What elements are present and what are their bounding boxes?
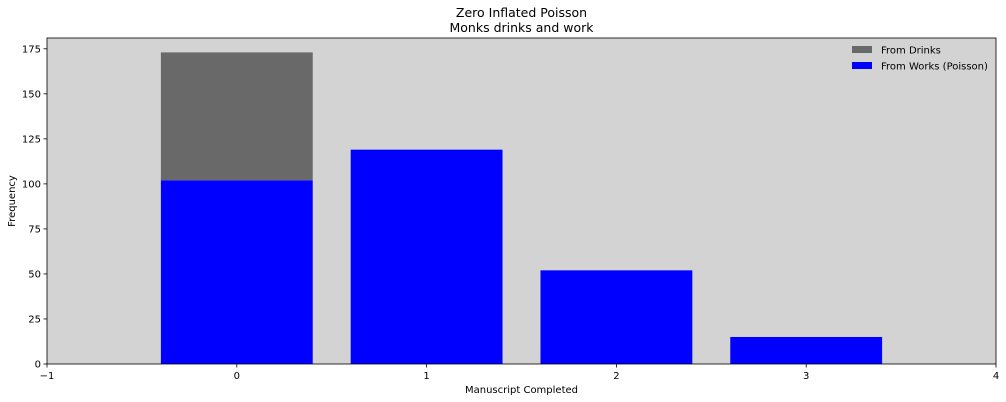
- x-tick-label: 0: [234, 371, 240, 382]
- chart-subtitle: Monks drinks and work: [449, 20, 594, 35]
- bars: [160, 52, 883, 364]
- y-tick-label: 100: [22, 179, 41, 190]
- x-tick-label: 4: [993, 371, 999, 382]
- legend-swatch: [852, 62, 872, 69]
- x-tick-label: −1: [40, 371, 55, 382]
- y-axis-label: Frequency: [7, 175, 18, 227]
- x-axis-label: Manuscript Completed: [465, 385, 578, 396]
- plot-frame: [46, 37, 997, 365]
- y-tick-label: 50: [28, 269, 41, 280]
- chart-title: Zero Inflated Poisson: [456, 5, 587, 20]
- legend-label: From Works (Poisson): [881, 62, 988, 73]
- y-tick-label: 125: [22, 134, 41, 145]
- bar-works-1: [350, 149, 503, 364]
- legend-swatch: [852, 46, 872, 53]
- bar-drinks-0: [160, 52, 313, 181]
- y-tick-label: 25: [28, 314, 41, 325]
- y-tick-label: 150: [22, 89, 41, 100]
- x-tick-label: 2: [613, 371, 619, 382]
- y-tick-label: 75: [28, 224, 41, 235]
- x-tick-label: 1: [423, 371, 429, 382]
- bar-works-3: [730, 336, 883, 364]
- y-tick-label: 0: [35, 360, 41, 371]
- x-tick-label: 3: [803, 371, 809, 382]
- y-tick-label: 175: [22, 44, 41, 55]
- bar-works-2: [540, 270, 693, 364]
- bar-works-0: [160, 180, 313, 364]
- legend-label: From Drinks: [881, 46, 941, 57]
- legend: From Drinks From Works (Poisson): [852, 46, 988, 73]
